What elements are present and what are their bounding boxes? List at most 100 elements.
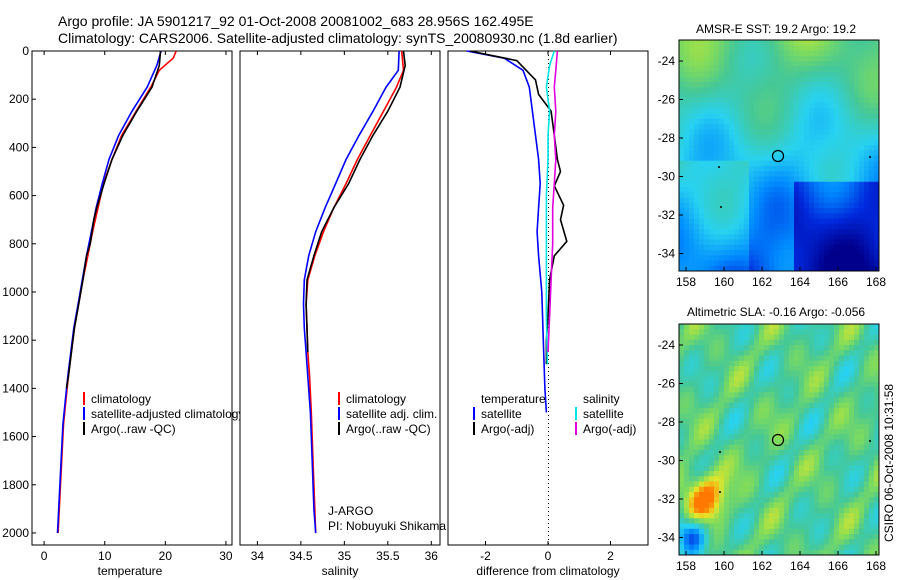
map-cell (874, 139, 880, 146)
map-cell (784, 45, 790, 51)
map-cell (854, 92, 860, 99)
map-cell (734, 197, 740, 204)
map-cell (719, 197, 725, 204)
map-cell (859, 55, 865, 62)
map-cell (814, 549, 820, 556)
map-cell (819, 392, 825, 398)
map-cell (794, 250, 800, 256)
map-cell (864, 539, 870, 545)
map-cell (844, 392, 850, 398)
map-cell (859, 129, 865, 135)
map-cell (709, 229, 715, 235)
map-cell (804, 492, 810, 498)
map-cell (809, 176, 815, 183)
map-cell (824, 345, 830, 351)
map-cell (719, 239, 725, 246)
map-cell (854, 492, 860, 498)
map-cell (749, 492, 755, 498)
map-cell (869, 518, 875, 524)
map-cell (814, 50, 820, 57)
map-cell (794, 166, 800, 172)
map-cell (729, 213, 735, 219)
map-cell (744, 129, 750, 135)
map-cell (684, 329, 690, 335)
map-cell (739, 439, 745, 446)
map-cell (829, 381, 835, 388)
map-cell (719, 476, 725, 482)
map-cell (804, 476, 810, 482)
map-cell (759, 497, 765, 503)
map-cell (809, 360, 815, 367)
map-cell (854, 429, 860, 435)
map-cell (744, 45, 750, 51)
map-cell (829, 181, 835, 188)
map-cell (849, 82, 855, 88)
map-cell (839, 92, 845, 99)
map-cell (749, 392, 755, 398)
map-cell (724, 202, 730, 209)
map-cell (689, 381, 695, 388)
map-cell (774, 402, 780, 409)
map-cell (694, 202, 700, 209)
map-cell (694, 413, 700, 419)
legend-temp-argo: Argo(-adj) (481, 422, 534, 436)
map-cell (744, 260, 750, 267)
map-cell (754, 355, 760, 362)
map-cell (799, 92, 805, 99)
map-cell (689, 265, 695, 272)
map-cell (714, 518, 720, 524)
map-cell (679, 97, 685, 104)
map-cell (744, 528, 750, 535)
map-cell (849, 345, 855, 351)
map-cell (804, 229, 810, 235)
map-cell (799, 366, 805, 372)
x-tick-label: 36 (425, 549, 439, 563)
map-cell (734, 392, 740, 398)
map-cell (814, 55, 820, 62)
map-cell (814, 518, 820, 524)
series-satellite (302, 50, 400, 534)
map-cell (779, 265, 785, 272)
map-cell (794, 423, 800, 430)
map-cell (734, 103, 740, 109)
map-cell (774, 345, 780, 351)
map-cell (824, 155, 830, 162)
map-cell (774, 518, 780, 524)
map-cell (769, 476, 775, 482)
map-cell (689, 465, 695, 472)
map-cell (724, 329, 730, 335)
map-cell (824, 450, 830, 456)
map-cell (744, 476, 750, 482)
map-cell (854, 460, 860, 467)
map-cell (769, 87, 775, 93)
map-cell (789, 334, 795, 341)
map-cell (694, 134, 700, 141)
map-cell (724, 129, 730, 135)
map-cell (784, 486, 790, 493)
map-cell (824, 486, 830, 493)
map-cell (749, 366, 755, 372)
map-cell (854, 40, 860, 46)
map-cell (819, 145, 825, 151)
map-cell (794, 502, 800, 509)
map-cell (714, 450, 720, 456)
map-cell (869, 118, 875, 125)
map-cell (784, 481, 790, 488)
map-cell (754, 82, 760, 88)
map-cell (779, 549, 785, 556)
map-cell (809, 155, 815, 162)
map-cell (729, 465, 735, 472)
map-cell (774, 492, 780, 498)
map-cell (724, 528, 730, 535)
map-cell (799, 549, 805, 556)
map-cell (734, 549, 740, 556)
map-cell (774, 171, 780, 177)
map-cell (774, 197, 780, 204)
map-cell (769, 76, 775, 83)
map-cell (829, 76, 835, 83)
map-cell (814, 471, 820, 477)
map-cell (759, 460, 765, 467)
map-cell (874, 502, 880, 509)
map-cell (754, 197, 760, 204)
map-cell (814, 450, 820, 456)
